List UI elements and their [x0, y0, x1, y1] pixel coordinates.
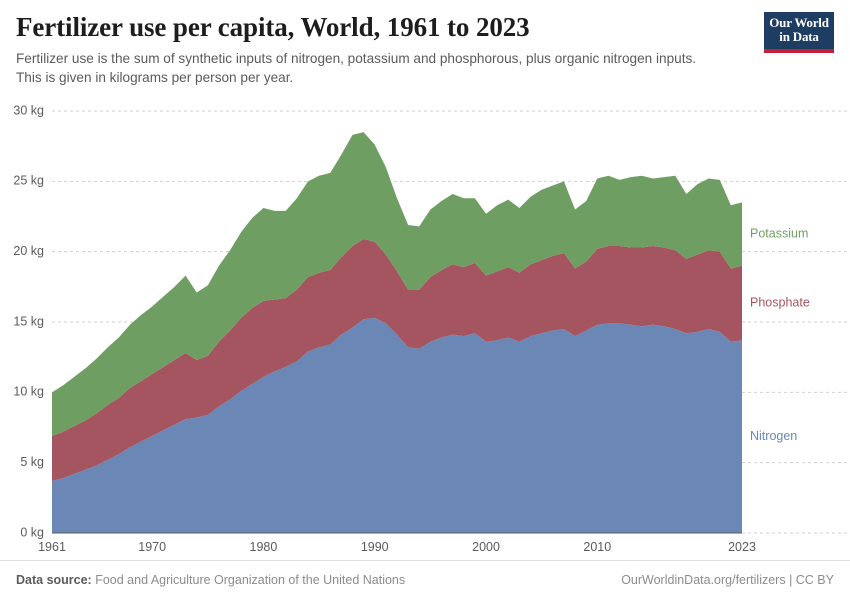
x-tick-label: 1990 — [361, 540, 389, 554]
x-tick-label: 2000 — [472, 540, 500, 554]
owid-logo[interactable]: Our World in Data — [764, 12, 834, 53]
area-series-potassium[interactable] — [52, 132, 742, 436]
y-tick-label: 10 kg — [13, 385, 44, 399]
chart-subtitle: Fertilizer use is the sum of synthetic i… — [16, 51, 697, 85]
y-tick-label: 25 kg — [13, 174, 44, 188]
data-source: Data source: Food and Agriculture Organi… — [16, 573, 405, 587]
series-legend-labels[interactable]: Nitrogen Phosphate Potassium — [750, 226, 810, 443]
area-series-phosphate[interactable] — [52, 239, 742, 481]
y-tick-label: 20 kg — [13, 244, 44, 258]
owid-logo-line-2: in Data — [779, 29, 819, 44]
chart-header: Fertilizer use per capita, World, 1961 t… — [0, 0, 850, 92]
area-series-nitrogen[interactable] — [52, 317, 742, 533]
y-axis-tick-labels: 0 kg 5 kg 10 kg 15 kg 20 kg 25 kg 30 kg — [13, 103, 44, 539]
series-label-phosphate[interactable]: Phosphate — [750, 295, 810, 309]
series-label-nitrogen[interactable]: Nitrogen — [750, 429, 797, 443]
chart-plot-area[interactable]: 0 kg 5 kg 10 kg 15 kg 20 kg 25 kg 30 kg 1961 19… — [0, 92, 850, 554]
owid-logo-line-1: Our World — [769, 15, 829, 30]
page-title: Fertilizer use per capita, World, 1961 t… — [16, 12, 530, 42]
attribution-link[interactable]: OurWorldinData.org/fertilizers | CC BY — [621, 573, 834, 587]
x-tick-label: 1961 — [38, 540, 66, 554]
x-tick-label: 1970 — [138, 540, 166, 554]
y-tick-label: 5 kg — [20, 455, 44, 469]
chart-footer: Data source: Food and Agriculture Organi… — [0, 560, 850, 601]
data-source-lead: Data source: — [16, 573, 92, 587]
x-axis-tick-labels: 1961 1970 1980 1990 2000 2010 2023 — [38, 540, 756, 554]
x-tick-label: 2023 — [728, 540, 756, 554]
y-tick-label: 15 kg — [13, 314, 44, 328]
series-label-potassium[interactable]: Potassium — [750, 226, 808, 240]
y-tick-label: 30 kg — [13, 103, 44, 117]
x-tick-label: 2010 — [583, 540, 611, 554]
y-tick-label: 0 kg — [20, 525, 44, 539]
area-series-group[interactable] — [52, 132, 742, 533]
x-tick-label: 1980 — [250, 540, 278, 554]
data-source-value: Food and Agriculture Organization of the… — [95, 573, 406, 587]
